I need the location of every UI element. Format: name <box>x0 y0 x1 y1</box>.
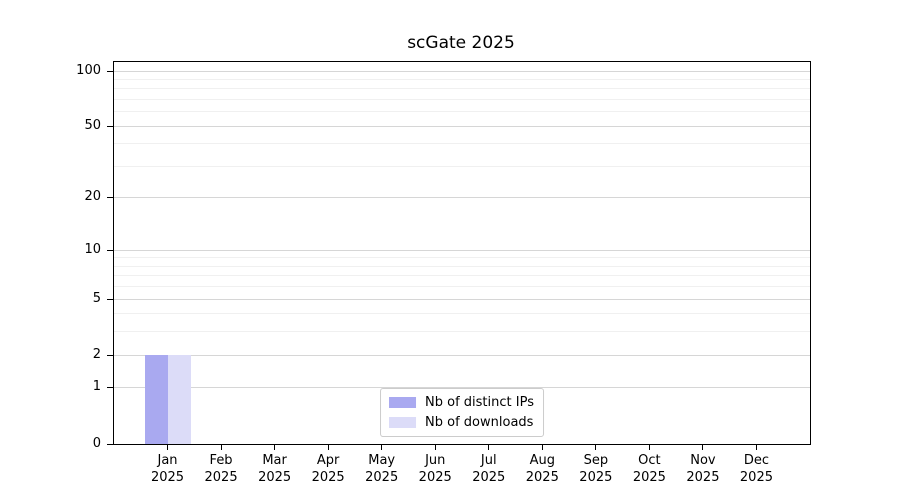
y-axis-tick <box>107 298 113 300</box>
month-label: Oct <box>638 453 661 468</box>
legend-swatch-distinct-ips <box>389 397 417 408</box>
gridline-major <box>114 70 810 72</box>
x-tick-label: Mar 2025 <box>243 453 307 486</box>
x-tick-label: Jul 2025 <box>457 453 521 486</box>
gridline-minor <box>114 265 810 267</box>
year-label: 2025 <box>204 469 238 485</box>
x-tick-label: Feb 2025 <box>189 453 253 486</box>
x-tick-label: May 2025 <box>350 453 414 486</box>
x-axis-tick <box>755 445 757 450</box>
y-axis-tick <box>107 197 113 199</box>
plot-area: Nb of distinct IPs Nb of downloads 0 1 2 5 1… <box>76 61 811 485</box>
y-tick-label: 10 <box>84 241 101 257</box>
year-label: 2025 <box>418 469 452 485</box>
gridline-minor <box>114 275 810 277</box>
legend-entry-distinct-ips: Nb of distinct IPs <box>389 395 534 410</box>
year-label: 2025 <box>525 469 559 485</box>
y-axis-tick <box>107 443 113 445</box>
gridline-major <box>114 125 810 127</box>
year-label: 2025 <box>365 469 399 485</box>
bar-downloads <box>167 355 191 444</box>
gridline-minor <box>114 143 810 145</box>
y-tick-label: 2 <box>92 346 101 362</box>
year-label: 2025 <box>632 469 666 485</box>
legend-label-distinct-ips: Nb of distinct IPs <box>425 395 534 410</box>
legend-label-downloads: Nb of downloads <box>425 415 534 430</box>
month-label: Apr <box>316 453 340 468</box>
y-tick-label: 5 <box>92 290 101 306</box>
legend: Nb of distinct IPs Nb of downloads <box>380 388 544 437</box>
gridline-major <box>114 354 810 356</box>
x-axis-tick <box>648 445 650 450</box>
x-axis-tick <box>167 445 169 450</box>
x-axis-tick <box>488 445 490 450</box>
gridline-major <box>114 298 810 300</box>
gridline-minor <box>114 286 810 288</box>
x-tick-label: Dec 2025 <box>724 453 788 486</box>
x-axis-tick <box>327 445 329 450</box>
gridline-major <box>114 387 810 389</box>
gridline-minor <box>114 257 810 259</box>
gridline-minor <box>114 313 810 315</box>
y-tick-label: 100 <box>76 62 101 78</box>
month-label: Sep <box>583 453 609 468</box>
y-tick-label: 20 <box>84 189 101 205</box>
year-label: 2025 <box>579 469 613 485</box>
year-label: 2025 <box>686 469 720 485</box>
legend-entry-downloads: Nb of downloads <box>389 415 534 430</box>
x-tick-label: Apr 2025 <box>296 453 360 486</box>
x-tick-label: Jan 2025 <box>136 453 200 486</box>
y-axis-tick <box>107 387 113 389</box>
month-label: Jan <box>157 453 178 468</box>
month-label: Feb <box>209 453 233 468</box>
gridline-minor <box>114 99 810 101</box>
gridline-major <box>114 249 810 251</box>
month-label: Mar <box>262 453 287 468</box>
gridline-minor <box>114 166 810 167</box>
month-label: Aug <box>529 453 555 468</box>
year-label: 2025 <box>311 469 345 485</box>
gridline-minor <box>114 88 810 90</box>
y-tick-label: 50 <box>84 117 101 133</box>
y-tick-label: 0 <box>92 435 101 451</box>
month-label: Jun <box>425 453 446 468</box>
month-label: Dec <box>743 453 770 468</box>
x-tick-label: Jun 2025 <box>403 453 467 486</box>
y-axis-tick <box>107 249 113 251</box>
gridline-minor <box>114 78 810 80</box>
y-axis-tick <box>107 125 113 127</box>
legend-swatch-downloads <box>389 417 417 428</box>
x-axis-tick <box>702 445 704 450</box>
year-label: 2025 <box>150 469 185 485</box>
year-label: 2025 <box>258 469 292 485</box>
x-axis-tick <box>595 445 597 450</box>
x-tick-label: Sep 2025 <box>564 453 628 486</box>
gridline-minor <box>114 331 810 333</box>
bar-distinct-ips <box>144 355 168 444</box>
y-axis-tick <box>107 354 113 356</box>
x-tick-label: Nov 2025 <box>671 453 735 486</box>
x-tick-label: Oct 2025 <box>617 453 681 486</box>
x-axis-tick <box>541 445 543 450</box>
month-label: Jul <box>480 453 497 468</box>
x-axis-tick <box>381 445 383 450</box>
x-tick-label: Aug 2025 <box>510 453 574 486</box>
chart-title: scGate 2025 <box>407 33 515 53</box>
x-axis-tick <box>434 445 436 450</box>
month-label: Nov <box>690 453 716 468</box>
gridline-minor <box>114 111 810 113</box>
x-axis-tick <box>274 445 276 450</box>
x-axis-tick <box>220 445 222 450</box>
month-label: May <box>368 453 396 468</box>
year-label: 2025 <box>472 469 506 485</box>
y-axis-tick <box>107 70 113 72</box>
gridline-major <box>114 197 810 199</box>
year-label: 2025 <box>739 469 773 485</box>
y-tick-label: 1 <box>92 379 101 395</box>
